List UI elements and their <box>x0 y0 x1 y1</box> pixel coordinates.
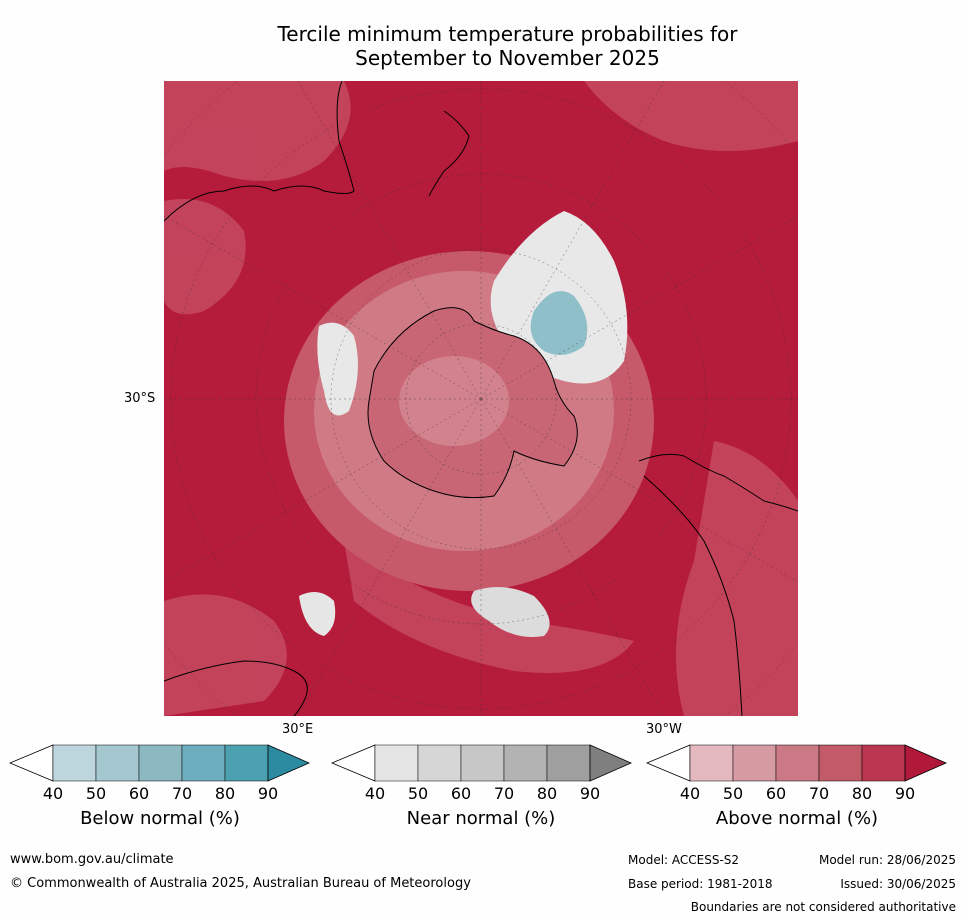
near-tick: 40 <box>364 784 386 803</box>
below-tick: 70 <box>171 784 193 803</box>
near-tick: 90 <box>579 784 601 803</box>
below-tick: 90 <box>257 784 279 803</box>
africa-landmass <box>164 660 308 716</box>
colorbar-above <box>646 744 948 782</box>
below-normal-patch <box>530 291 588 355</box>
near-normal-south-patch <box>299 592 336 636</box>
above-tick: 50 <box>722 784 744 803</box>
new-zealand <box>428 110 470 197</box>
near-normal-indian-ocean-patch <box>317 322 358 416</box>
south-america-west-coast <box>643 475 743 716</box>
graticule <box>164 81 798 716</box>
above-tick: 80 <box>851 784 873 803</box>
colorbar-below <box>9 744 311 782</box>
longitude-label-30w: 30°W <box>646 722 682 737</box>
colorbar-near <box>331 744 633 782</box>
copyright-text: © Commonwealth of Australia 2025, Austra… <box>10 876 471 891</box>
above-normal-moderate-areas <box>164 81 798 716</box>
title-line-2: September to November 2025 <box>355 46 660 70</box>
above-tick: 90 <box>894 784 916 803</box>
near-normal-label: Near normal (%) <box>406 808 556 829</box>
colorbar-near-svg <box>331 744 632 782</box>
longitude-label-30e: 30°E <box>282 722 314 737</box>
title-line-1: Tercile minimum temperature probabilitie… <box>277 22 738 46</box>
below-normal-label: Below normal (%) <box>80 808 240 829</box>
website-link[interactable]: www.bom.gov.au/climate <box>10 852 174 867</box>
near-tick: 80 <box>536 784 558 803</box>
above-tick: 40 <box>679 784 701 803</box>
australia-landmass <box>164 81 355 222</box>
above-tick: 70 <box>808 784 830 803</box>
near-normal-southern-patch <box>471 587 550 637</box>
boundaries-disclaimer: Boundaries are not considered authoritat… <box>690 900 956 914</box>
latitude-label-30s: 30°S <box>124 391 156 406</box>
antarctic-interior-high <box>399 356 509 446</box>
below-tick: 80 <box>214 784 236 803</box>
issued-date: Issued: 30/06/2025 <box>840 877 956 891</box>
near-tick: 70 <box>493 784 515 803</box>
colorbar-below-svg <box>9 744 310 782</box>
near-tick: 60 <box>450 784 472 803</box>
colorbar-above-svg <box>646 744 947 782</box>
model-run-date: Model run: 28/06/2025 <box>818 853 956 867</box>
below-tick: 60 <box>128 784 150 803</box>
south-america-landmass <box>638 453 798 512</box>
model-name: Model: ACCESS-S2 <box>628 853 740 867</box>
below-tick: 50 <box>85 784 107 803</box>
near-tick: 50 <box>407 784 429 803</box>
below-tick: 40 <box>42 784 64 803</box>
above-tick: 60 <box>765 784 787 803</box>
above-normal-label: Above normal (%) <box>715 808 879 829</box>
chart-title: Tercile minimum temperature probabilitie… <box>0 22 965 70</box>
southern-hemisphere-map <box>164 81 798 716</box>
base-period: Base period: 1981-2018 <box>628 877 773 891</box>
